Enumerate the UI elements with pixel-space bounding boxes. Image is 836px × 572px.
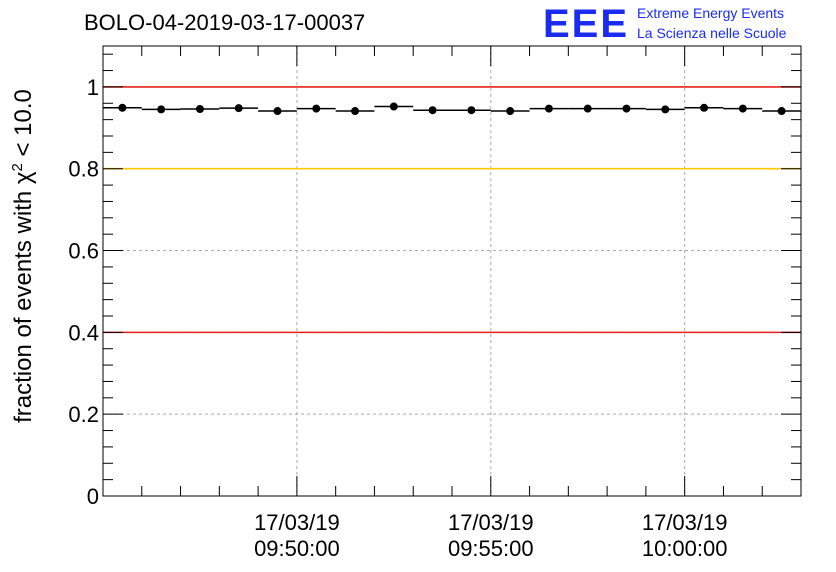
data-point (467, 106, 476, 115)
data-point (157, 105, 166, 114)
y-axis-label-superscript: 2 (9, 163, 26, 172)
data-point (118, 103, 127, 112)
data-point (622, 104, 631, 113)
data-point (661, 105, 670, 114)
y-axis-label-chi: χ (10, 171, 37, 185)
y-tick-label: 0.4 (68, 320, 99, 345)
data-point (312, 104, 321, 113)
logo-line-1: Extreme Energy Events (637, 5, 785, 21)
x-tick-label: 09:55:00 (448, 536, 534, 561)
chart-title: BOLO-04-2019-03-17-00037 (84, 10, 366, 35)
tick-labels: 00.20.40.60.8117/03/1909:50:0017/03/1909… (68, 75, 727, 561)
eee-logo: EEE (543, 2, 630, 46)
y-axis-label-text: fraction of events with (10, 184, 37, 423)
data-point (583, 104, 592, 113)
y-tick-label: 1 (87, 75, 99, 100)
x-tick-label: 09:50:00 (254, 536, 340, 561)
reference-lines (103, 86, 801, 334)
data-point (351, 107, 360, 116)
x-tick-label: 10:00:00 (642, 536, 728, 561)
y-tick-label: 0 (87, 484, 99, 509)
x-tick-label: 17/03/19 (642, 510, 728, 535)
data-point (506, 107, 515, 116)
data-point (234, 104, 243, 113)
data-point (273, 107, 282, 116)
y-tick-label: 0.6 (68, 239, 99, 264)
data-point (700, 103, 709, 112)
y-tick-label: 0.8 (68, 157, 99, 182)
grid-layer (103, 46, 801, 496)
y-axis-label: fraction of events with χ2 < 10.0 (4, 46, 38, 466)
axis-ticks (103, 46, 801, 497)
x-tick-label: 17/03/19 (448, 510, 534, 535)
data-series (103, 102, 801, 116)
y-axis-label-threshold: < 10.0 (10, 89, 37, 164)
data-point (195, 105, 204, 113)
y-tick-label: 0.2 (68, 402, 99, 427)
x-tick-label: 17/03/19 (254, 510, 340, 535)
data-point (777, 107, 786, 116)
data-point (428, 106, 437, 115)
logo-line-2: La Scienza nelle Scuole (637, 25, 787, 41)
data-point (738, 104, 747, 113)
plot-frame (102, 45, 802, 497)
data-point (544, 104, 553, 113)
data-point (389, 102, 398, 111)
